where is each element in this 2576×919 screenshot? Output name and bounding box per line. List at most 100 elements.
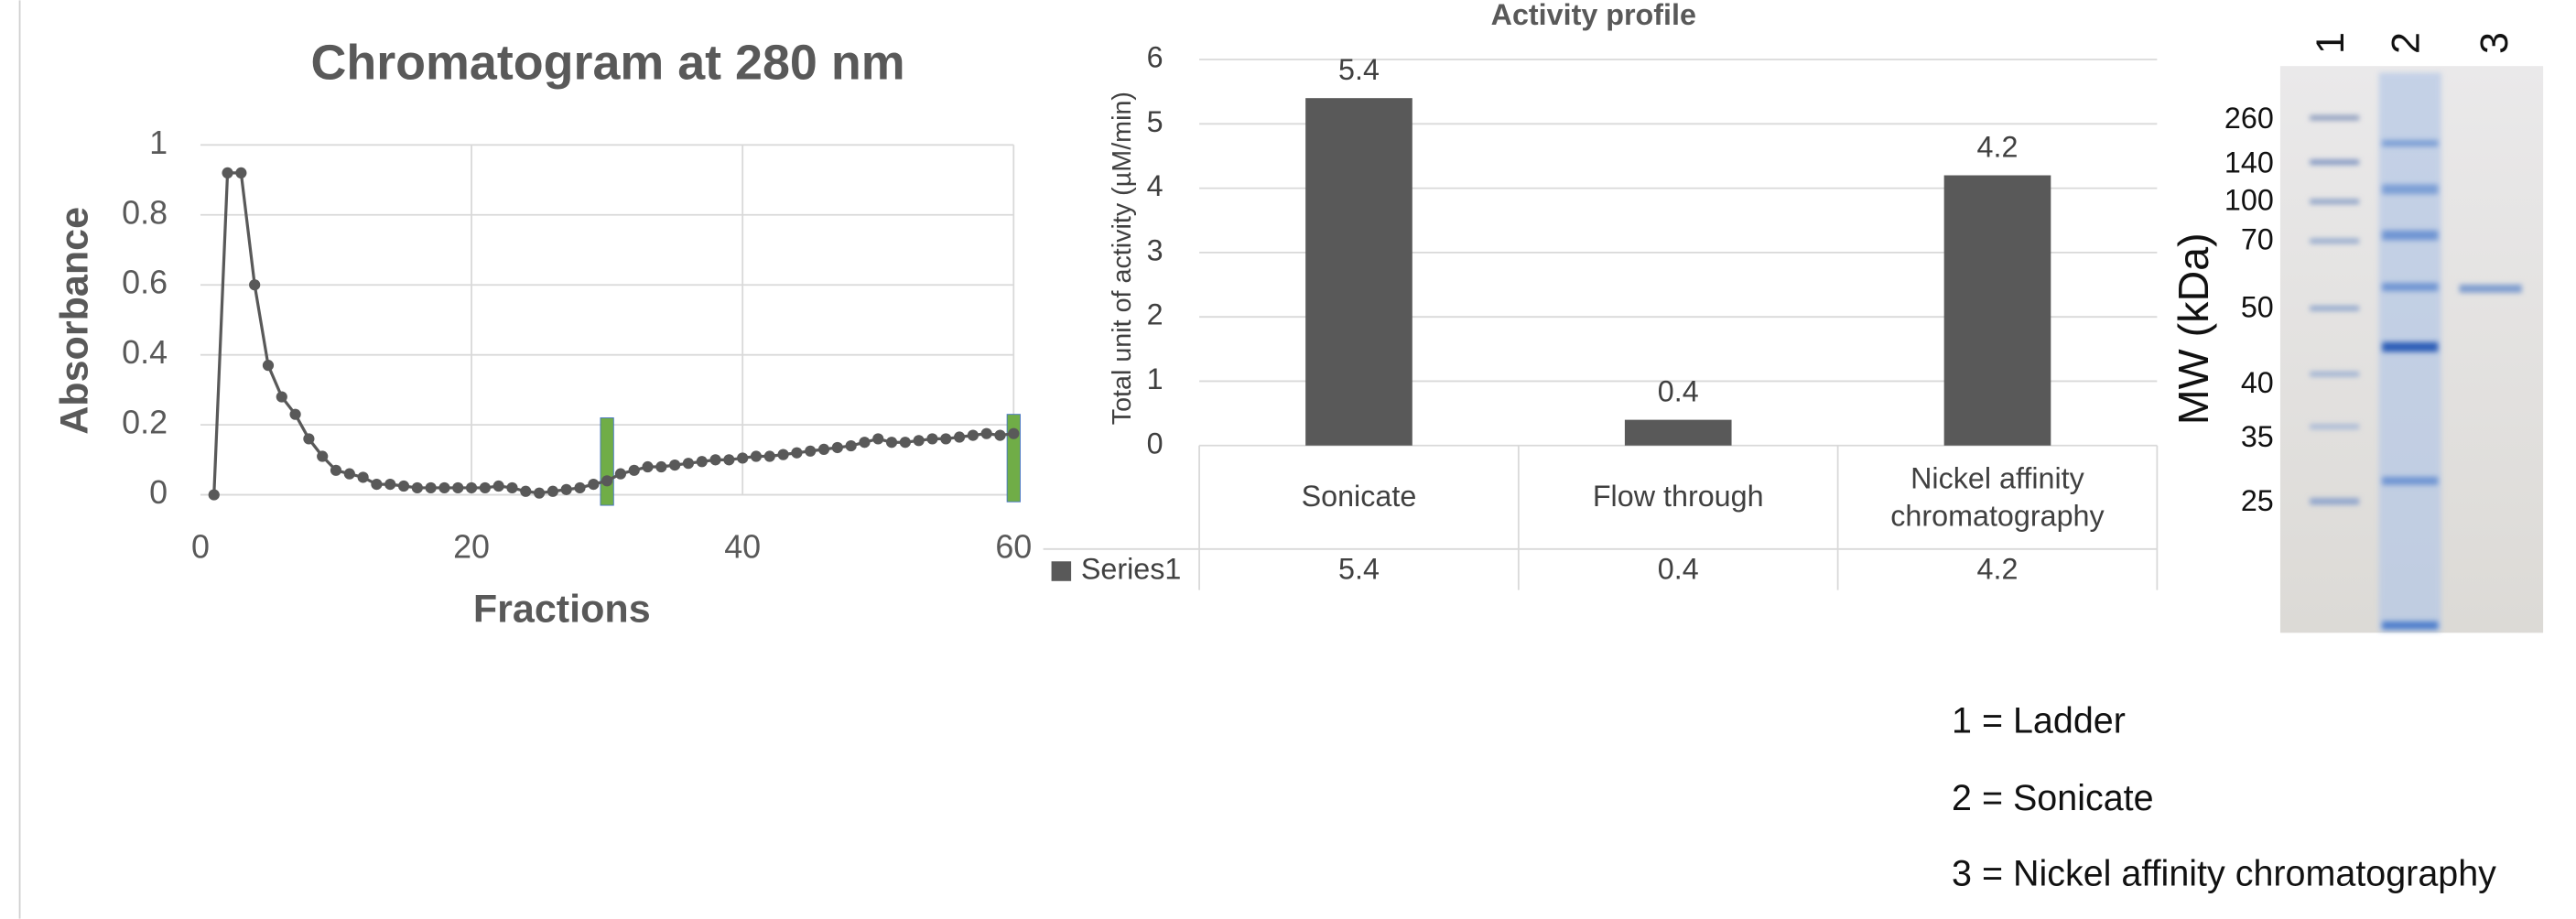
y-tick-label: 0 (1147, 427, 1164, 460)
mw-marker: 25 (2241, 484, 2274, 517)
x-tick-label: 60 (995, 528, 1032, 565)
mw-marker: 40 (2241, 366, 2274, 399)
data-point (547, 486, 558, 497)
y-tick-label: 5 (1147, 105, 1164, 138)
data-point (561, 484, 572, 495)
data-point (344, 469, 355, 480)
y-tick-label: 3 (1147, 233, 1164, 266)
data-point (846, 440, 857, 451)
y-axis-label: Absorbance (53, 207, 97, 435)
data-point (466, 482, 477, 493)
category-cell: Flow through (1525, 449, 1831, 546)
data-point (669, 460, 680, 470)
data-point (926, 433, 937, 444)
data-point (737, 452, 748, 463)
x-axis-label: Fractions (473, 587, 651, 631)
lane-label: 3 (2473, 32, 2516, 54)
data-point (1008, 428, 1019, 439)
chart-title: Chromatogram at 280 nm (310, 35, 904, 90)
data-point (751, 450, 762, 461)
data-point (886, 437, 897, 448)
data-point (805, 446, 816, 457)
data-point (629, 465, 640, 476)
data-point (818, 444, 829, 455)
value-label: 4.2 (1977, 130, 2019, 163)
data-point (317, 450, 328, 461)
data-point (371, 479, 382, 490)
bar (1305, 98, 1412, 446)
table-value: 5.4 (1338, 553, 1380, 586)
data-point (872, 433, 883, 444)
data-point (330, 465, 341, 476)
mw-marker: 35 (2241, 420, 2274, 453)
mw-marker: 140 (2224, 146, 2274, 178)
y-tick-label: 2 (1147, 298, 1164, 331)
mw-marker: 100 (2224, 184, 2274, 217)
mw-marker: 70 (2241, 223, 2274, 256)
x-tick-label: 20 (453, 528, 490, 565)
y-tick-label: 4 (1147, 169, 1164, 202)
data-point (520, 486, 531, 497)
data-point (588, 479, 599, 490)
y-tick-label: 0.6 (122, 265, 168, 301)
y-tick-label: 0.4 (122, 334, 168, 371)
data-point (289, 409, 300, 420)
y-tick-label: 0 (149, 474, 168, 511)
y-tick-label: 0.8 (122, 194, 168, 231)
annotation-marker (601, 417, 613, 505)
lane-label: 2 (2384, 32, 2428, 54)
x-tick-label: Flow through (1525, 449, 1831, 546)
y-tick-label: 6 (1147, 41, 1164, 74)
data-point (777, 449, 788, 460)
bar (1944, 176, 2051, 446)
chart-title: Activity profile (1491, 0, 1696, 31)
data-point (791, 448, 802, 459)
data-point (994, 429, 1005, 440)
category-cell: Sonicate (1206, 449, 1511, 546)
mw-marker: 260 (2224, 102, 2274, 135)
bar (1625, 420, 1732, 446)
table-value: 0.4 (1658, 553, 1699, 586)
purified-band (2460, 285, 2522, 293)
x-tick-label: Sonicate (1206, 449, 1511, 546)
data-point (683, 458, 694, 469)
lane-label: 1 (2309, 32, 2353, 54)
data-point (263, 360, 274, 371)
data-point (914, 435, 925, 446)
annotation-marker (1007, 415, 1020, 503)
value-label: 5.4 (1338, 53, 1380, 86)
data-point (615, 469, 626, 480)
data-point (209, 489, 220, 500)
mw-axis-label: MW (kDa) (2170, 232, 2217, 425)
data-point (574, 482, 585, 493)
y-tick-label: 1 (149, 124, 168, 161)
legend-label: Series1 (1081, 553, 1182, 586)
data-point (709, 454, 720, 465)
y-tick-label: 1 (1147, 362, 1164, 395)
data-point (968, 429, 979, 440)
data-point (249, 279, 260, 290)
data-point (426, 482, 437, 493)
data-point (723, 454, 734, 465)
data-point (222, 168, 233, 178)
figure: Chromatogram at 280 nm Fractions Absorba… (0, 0, 2576, 919)
data-point (438, 482, 449, 493)
gel-legend: 2 = Sonicate (1952, 778, 2154, 818)
data-point (506, 482, 517, 493)
data-point (493, 481, 504, 492)
mw-marker: 50 (2241, 290, 2274, 323)
gel-legend: 3 = Nickel affinity chromatography (1952, 853, 2496, 893)
y-axis-label: Total unit of activity (µM/min) (1108, 92, 1137, 425)
legend-key (1052, 561, 1072, 581)
data-point (697, 456, 708, 467)
data-point (981, 428, 992, 439)
data-point (480, 482, 491, 493)
sonicate-lane (2379, 72, 2441, 631)
data-point (276, 391, 287, 402)
x-tick-label: 40 (724, 528, 761, 565)
value-label: 0.4 (1658, 374, 1699, 407)
data-point (534, 488, 545, 499)
gel-image (2280, 66, 2543, 632)
data-point (642, 461, 653, 472)
data-point (859, 437, 870, 448)
